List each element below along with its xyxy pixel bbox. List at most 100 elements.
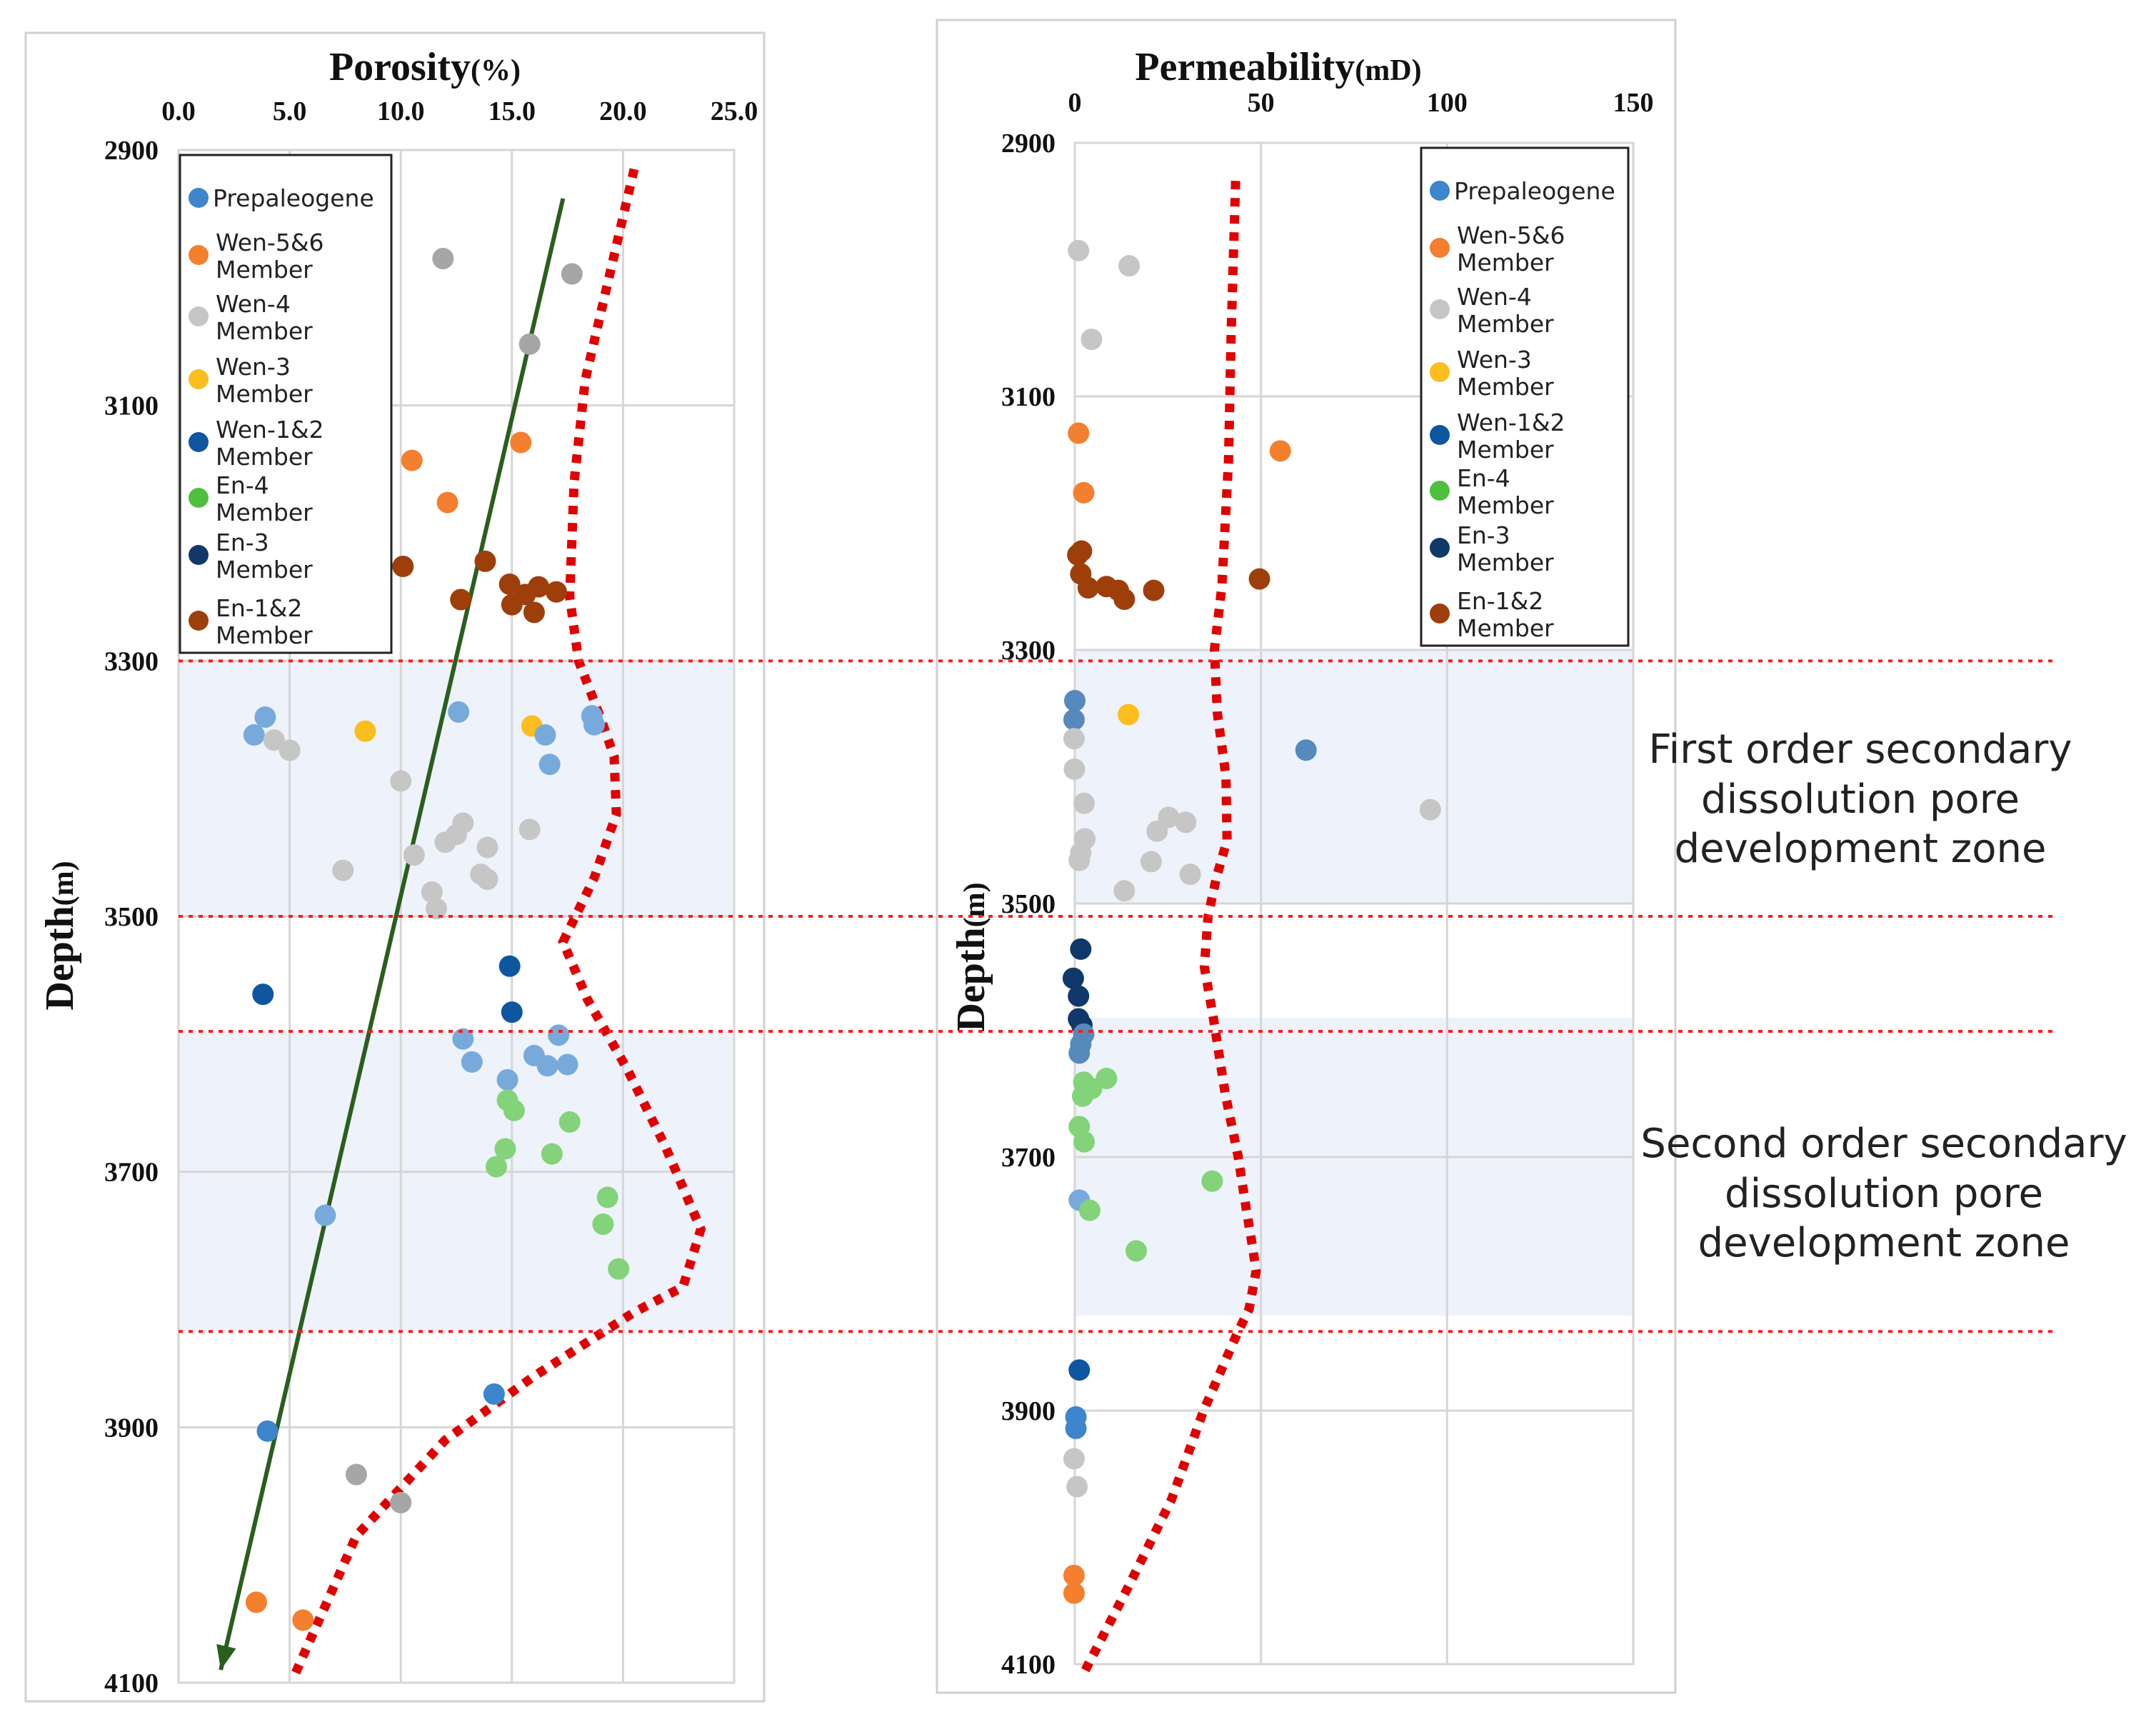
first-zone-line-3: development zone xyxy=(1675,826,2047,872)
porosity-data-point xyxy=(332,859,354,881)
porosity-data-point xyxy=(292,1609,314,1631)
porosity-x-tick-label: 10.0 xyxy=(377,96,425,126)
permeability-data-point xyxy=(1143,579,1165,601)
permeability-legend-label: Wen-4 Member xyxy=(1457,283,1554,338)
porosity-data-point xyxy=(452,1028,474,1050)
zone-boundary-lines xyxy=(179,659,2057,1333)
porosity-data-point xyxy=(450,589,472,611)
permeability-x-tick-label: 50 xyxy=(1248,88,1275,118)
porosity-y-tick-label: 4100 xyxy=(104,1668,159,1698)
permeability-legend-label: Wen-3 Member xyxy=(1457,346,1554,401)
porosity-legend: Prepaleogene Wen-5&6 Member Wen-4 Member Wen-… xyxy=(179,154,393,654)
permeability-data-point xyxy=(1179,863,1201,886)
second-zone-line-2: dissolution pore xyxy=(1725,1171,2043,1217)
porosity-legend-marker xyxy=(189,432,209,452)
permeability-data-point xyxy=(1077,577,1099,599)
porosity-data-point xyxy=(245,1591,267,1613)
permeability-legend-marker xyxy=(1430,604,1450,624)
permeability-data-point xyxy=(1066,1476,1088,1498)
permeability-data-point xyxy=(1073,1131,1095,1153)
permeability-legend-marker xyxy=(1430,299,1450,319)
permeability-legend-box xyxy=(1420,146,1630,647)
porosity-x-ticks: 0.0 5.0 10.0 15.0 20.0 25.0 xyxy=(161,96,758,126)
permeability-x-tick-label: 0 xyxy=(1068,88,1082,118)
porosity-data-point xyxy=(354,720,376,742)
second-zone-line-1: Second order secondary xyxy=(1640,1121,2127,1167)
porosity-legend-label: En-1&2 Member xyxy=(216,594,313,649)
permeability-x-tick-label: 100 xyxy=(1427,88,1468,118)
porosity-data-point xyxy=(538,754,561,776)
porosity-zone-band-second xyxy=(179,1031,734,1332)
permeability-y-tick-label: 3700 xyxy=(1001,1143,1056,1173)
porosity-data-point xyxy=(501,1001,523,1023)
porosity-data-point xyxy=(392,555,414,577)
permeability-dotted-trend-line xyxy=(1078,181,1261,1679)
porosity-data-point xyxy=(401,449,423,471)
porosity-data-point xyxy=(498,574,521,596)
permeability-y-tick-label: 3900 xyxy=(1001,1396,1056,1426)
porosity-data-point xyxy=(548,1024,570,1046)
porosity-data-point xyxy=(558,1111,581,1133)
permeability-data-point xyxy=(1063,709,1085,731)
porosity-data-point xyxy=(536,1055,558,1077)
porosity-data-point xyxy=(592,1213,614,1235)
permeability-legend-marker xyxy=(1430,481,1450,501)
first-zone-line-1: First order secondary xyxy=(1649,726,2072,773)
permeability-data-point xyxy=(1146,820,1168,842)
porosity-data-point xyxy=(434,831,456,854)
permeability-data-point xyxy=(1080,329,1103,351)
permeability-data-point xyxy=(1118,704,1140,726)
porosity-data-point xyxy=(561,263,583,285)
porosity-y-tick-label: 3100 xyxy=(104,391,159,421)
porosity-data-point xyxy=(534,724,556,746)
porosity-data-point xyxy=(263,729,285,751)
porosity-data-point xyxy=(436,491,458,514)
porosity-data-point xyxy=(498,955,521,977)
porosity-legend-marker xyxy=(189,369,209,389)
permeability-data-point xyxy=(1063,1448,1085,1470)
permeability-data-point xyxy=(1068,1359,1090,1381)
porosity-data-point xyxy=(541,1143,563,1165)
porosity-trend-arrow-head xyxy=(216,1643,236,1671)
porosity-data-point xyxy=(486,1156,508,1178)
porosity-data-point xyxy=(476,836,498,858)
permeability-data-point xyxy=(1113,589,1135,610)
porosity-x-tick-label: 25.0 xyxy=(711,96,758,126)
porosity-points xyxy=(243,248,630,1631)
permeability-y-tick-label: 3500 xyxy=(1001,889,1056,919)
porosity-legend-marker xyxy=(189,245,209,265)
permeability-legend-marker xyxy=(1430,238,1450,258)
porosity-data-point xyxy=(523,601,545,624)
porosity-data-point xyxy=(403,844,425,866)
porosity-depth-label: Depth(m) xyxy=(38,861,82,1010)
porosity-dotted-trend-line xyxy=(289,168,706,1678)
permeability-data-point xyxy=(1063,728,1085,750)
porosity-data-point xyxy=(583,714,605,736)
porosity-data-point xyxy=(390,770,412,792)
porosity-data-point xyxy=(345,1463,367,1486)
permeability-x-tick-label: 150 xyxy=(1613,88,1654,118)
porosity-legend-box xyxy=(179,154,393,654)
permeability-legend-label: Wen-5&6 Member xyxy=(1457,221,1565,276)
permeability-data-point xyxy=(1068,239,1090,261)
porosity-x-tick-label: 5.0 xyxy=(273,96,307,126)
porosity-data-point xyxy=(243,724,265,746)
porosity-trend-arrow-line xyxy=(219,198,566,1671)
porosity-legend-label: Wen-3 Member xyxy=(216,353,313,408)
permeability-data-point xyxy=(1068,422,1090,444)
porosity-legend-marker xyxy=(189,488,209,508)
porosity-data-point xyxy=(503,1099,525,1121)
porosity-data-point xyxy=(518,819,541,841)
permeability-data-point xyxy=(1175,811,1197,834)
permeability-data-point xyxy=(1062,967,1084,989)
permeability-data-point xyxy=(1073,481,1095,504)
porosity-legend-label: En-4 Member xyxy=(216,471,313,526)
permeability-legend-marker xyxy=(1430,181,1450,201)
permeability-axis-title: Permeability(mD) xyxy=(1135,45,1421,89)
permeability-legend-label: En-4 Member xyxy=(1457,464,1554,519)
porosity-x-tick-label: 15.0 xyxy=(488,96,536,126)
permeability-legend-label: En-1&2 Member xyxy=(1457,587,1554,642)
porosity-data-point xyxy=(556,1053,578,1076)
